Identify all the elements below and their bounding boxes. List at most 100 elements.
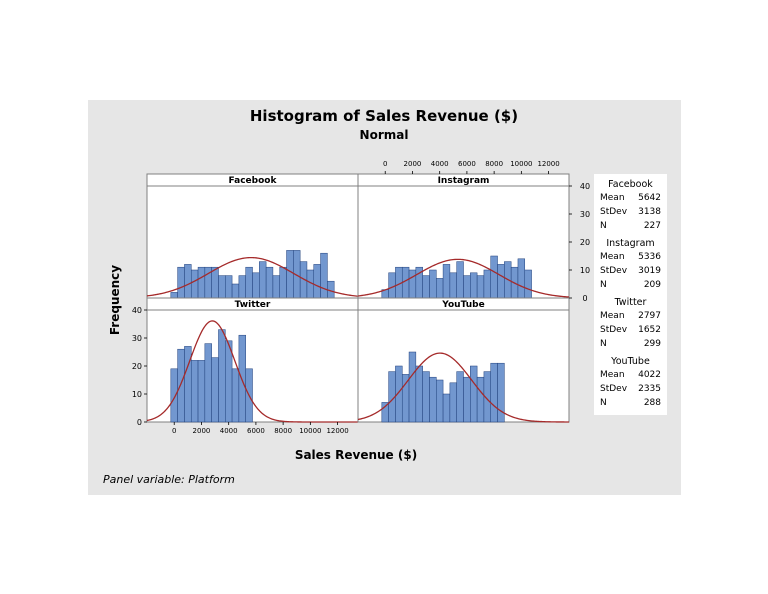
histogram-bar xyxy=(490,362,498,423)
stat-value: 5336 xyxy=(638,252,661,262)
legend-title: Facebook xyxy=(608,179,653,190)
histogram-bar xyxy=(190,360,199,423)
x-tick-label: 0 xyxy=(383,160,387,168)
legend-row-mean: Mean 5336 xyxy=(594,250,667,264)
legend-group-instagram: Instagram Mean 5336 StDev 3019 N 209 xyxy=(594,237,667,292)
stat-label: Mean xyxy=(600,252,625,262)
histogram-bar xyxy=(429,376,437,423)
histogram-bar xyxy=(442,393,451,423)
histogram-bar xyxy=(197,266,206,299)
panel-label: Instagram xyxy=(438,176,490,186)
histogram-bar xyxy=(245,266,253,299)
histogram-bar xyxy=(177,266,185,299)
x-tick-label: 4000 xyxy=(220,427,238,435)
histogram-bar xyxy=(456,371,464,423)
stat-label: Mean xyxy=(600,311,625,321)
x-axis-label: Sales Revenue ($) xyxy=(295,448,417,462)
histogram-bar xyxy=(197,360,206,423)
y-tick-label: 10 xyxy=(580,266,590,275)
legend-group-facebook: Facebook Mean 5642 StDev 3138 N 227 xyxy=(594,178,667,233)
stat-label: Mean xyxy=(600,370,625,380)
normal-curve xyxy=(146,256,359,297)
histogram-bar xyxy=(422,371,430,423)
histogram-bar xyxy=(429,269,437,299)
y-tick-label: 20 xyxy=(132,362,142,371)
histogram-bar xyxy=(265,266,274,299)
histogram-bar xyxy=(436,379,444,423)
histogram-bar xyxy=(238,275,246,299)
x-tick-label: 6000 xyxy=(247,427,265,435)
chart-title: Histogram of Sales Revenue ($) xyxy=(250,107,518,125)
histogram-bar xyxy=(320,252,328,299)
histogram-bar xyxy=(272,275,280,299)
histogram-bar xyxy=(190,269,199,299)
panel-strip xyxy=(357,297,570,311)
legend-row-stdev: StDev 3019 xyxy=(594,264,667,278)
histogram-bar xyxy=(238,334,246,423)
stat-value: 299 xyxy=(643,339,661,349)
histogram-bar xyxy=(279,266,287,299)
x-tick-label: 12000 xyxy=(326,427,348,435)
legend-title: Instagram xyxy=(606,238,655,249)
histogram-bar xyxy=(476,376,485,423)
histogram-bar xyxy=(170,292,178,299)
legend-title: YouTube xyxy=(611,356,650,367)
histogram-bar xyxy=(497,264,505,299)
x-tick-label: 0 xyxy=(172,427,176,435)
histogram-bar xyxy=(211,266,219,299)
panel-label: Twitter xyxy=(235,300,271,310)
stat-label: Mean xyxy=(600,193,625,203)
histogram-bar xyxy=(211,357,219,423)
legend-row-mean: Mean 4022 xyxy=(594,368,667,382)
legend-row-n: N 288 xyxy=(594,396,667,410)
histogram-bar xyxy=(381,402,389,423)
histogram-bar xyxy=(449,272,457,299)
y-tick-label: 40 xyxy=(580,182,590,191)
x-tick-label: 12000 xyxy=(537,160,559,168)
histogram-bar xyxy=(204,343,212,423)
legend-row-n: N 299 xyxy=(594,337,667,351)
histogram-bar xyxy=(259,261,267,299)
histogram-bar xyxy=(401,374,410,423)
histogram-bar xyxy=(225,340,233,423)
y-tick-label: 40 xyxy=(132,306,142,315)
statistics-legend: Facebook Mean 5642 StDev 3138 N 227 Instagr… xyxy=(594,174,667,415)
histogram-bar xyxy=(408,269,417,299)
histogram-bar xyxy=(476,275,485,299)
histogram-bar xyxy=(313,264,321,299)
legend-group-twitter: Twitter Mean 2797 StDev 1652 N 299 xyxy=(594,296,667,351)
x-tick-label: 8000 xyxy=(274,427,292,435)
histogram-bar xyxy=(463,275,471,299)
stat-value: 1652 xyxy=(638,325,661,335)
histogram-bar xyxy=(497,362,505,423)
legend-row-mean: Mean 2797 xyxy=(594,309,667,323)
x-tick-label: 10000 xyxy=(510,160,532,168)
stat-label: StDev xyxy=(600,325,628,335)
panel-strip xyxy=(357,173,570,187)
y-tick-label: 20 xyxy=(580,238,590,247)
x-tick-label: 10000 xyxy=(299,427,321,435)
legend-row-stdev: StDev 1652 xyxy=(594,323,667,337)
histogram-bar xyxy=(517,258,526,299)
histogram-bar xyxy=(490,255,498,299)
stat-value: 4022 xyxy=(638,370,661,380)
y-tick-label: 0 xyxy=(582,294,587,303)
histogram-bar xyxy=(436,278,444,299)
y-tick-label: 0 xyxy=(137,418,142,427)
histogram-bar xyxy=(395,365,403,423)
x-tick-label: 8000 xyxy=(485,160,503,168)
normal-curve xyxy=(357,258,570,298)
normal-curve xyxy=(357,352,569,423)
stat-label: N xyxy=(600,221,607,231)
histogram-bar xyxy=(218,329,226,423)
histogram-bar xyxy=(415,365,423,423)
stat-value: 209 xyxy=(643,280,661,290)
chart-subtitle: Normal xyxy=(360,128,409,142)
histogram-bar xyxy=(442,264,451,299)
legend-row-stdev: StDev 3138 xyxy=(594,205,667,219)
histogram-bar xyxy=(170,368,178,423)
stat-label: N xyxy=(600,398,607,408)
histogram-bar xyxy=(286,250,294,299)
